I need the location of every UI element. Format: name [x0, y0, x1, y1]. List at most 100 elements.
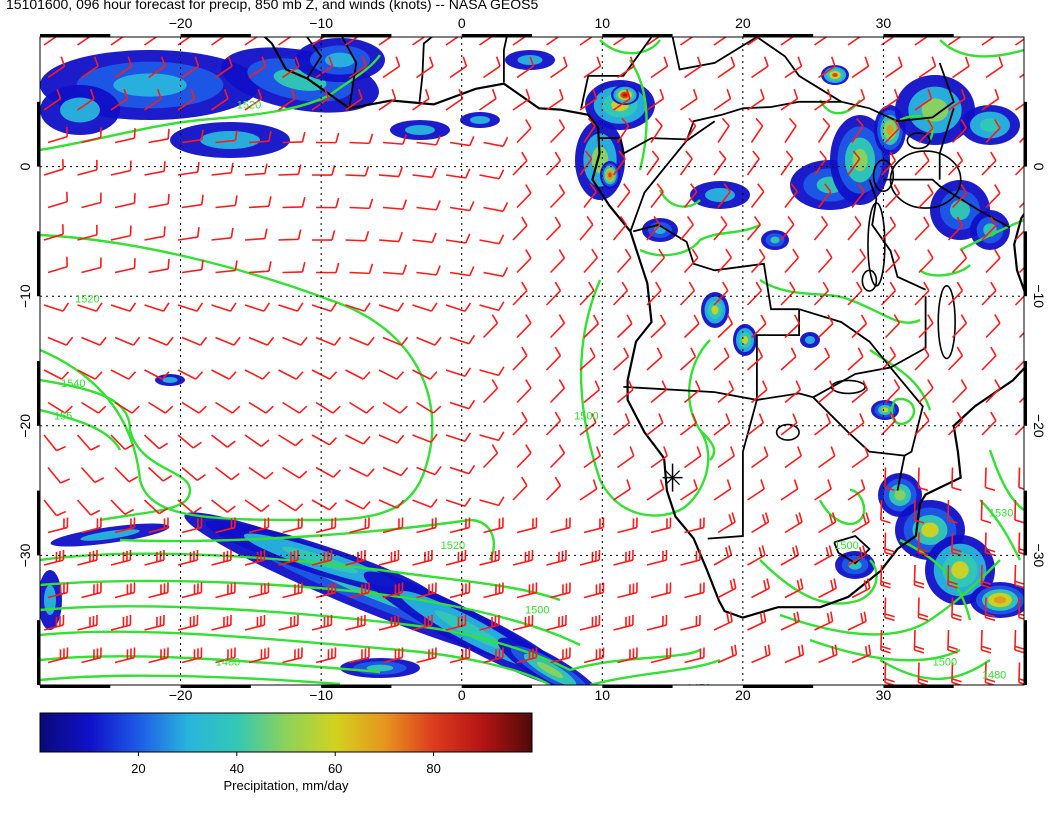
- wind-barb: [750, 380, 768, 404]
- wind-barb: [583, 446, 602, 469]
- colorbar-tick-label: 60: [328, 761, 342, 776]
- wind-barb: [77, 159, 98, 176]
- wind-barb: [617, 56, 635, 79]
- wind-barb: [751, 56, 769, 79]
- wind-barb: [81, 336, 107, 346]
- wind-barb: [984, 467, 996, 492]
- wind-barb: [579, 347, 596, 371]
- wind-barb: [244, 615, 266, 631]
- wind-barb: [981, 89, 1000, 111]
- wind-barb: [244, 550, 266, 566]
- height-contour: [869, 349, 932, 411]
- wind-barb: [612, 281, 629, 306]
- wind-barb: [412, 498, 438, 508]
- wind-barb: [684, 56, 702, 79]
- wind-barb: [416, 582, 437, 599]
- height-contour: [779, 559, 1001, 636]
- lon-tick-label-top: 0: [458, 15, 466, 31]
- wind-barb: [917, 597, 929, 622]
- coastline: [263, 37, 1024, 619]
- wind-barb: [516, 56, 535, 79]
- wind-barb: [47, 56, 66, 79]
- station-marker-icon: [662, 463, 683, 492]
- wind-barb: [114, 193, 136, 209]
- wind-barb: [144, 161, 166, 176]
- wind-barb: [248, 466, 274, 480]
- wind-barb: [378, 302, 405, 312]
- wind-barb: [382, 517, 404, 534]
- wind-barb: [416, 401, 442, 414]
- frame-segment: [1024, 490, 1027, 556]
- wind-barb: [717, 380, 735, 404]
- lake-outline: [872, 159, 895, 193]
- wind-barb: [545, 216, 562, 241]
- precip-cell: [40, 85, 120, 135]
- wind-barb: [516, 314, 532, 339]
- wind-barb: [244, 89, 263, 111]
- wind-barb: [713, 216, 728, 241]
- wind-barb: [817, 248, 833, 274]
- wind-barb: [818, 578, 838, 599]
- wind-barb: [479, 366, 505, 377]
- wind-barb: [345, 615, 366, 631]
- wind-barb: [311, 499, 337, 511]
- wind-barb: [646, 479, 665, 501]
- wind-barb: [650, 380, 668, 404]
- colorbar: 20 40 60 80 Precipitation, mm/day: [39, 712, 533, 793]
- wind-barb: [345, 369, 371, 380]
- wind-barb: [144, 615, 165, 631]
- wind-barb: [177, 89, 196, 111]
- wind-barb: [947, 216, 964, 241]
- precip-cell: [50, 523, 170, 547]
- wind-barb: [1018, 331, 1024, 339]
- contour-label: 1470: [687, 682, 711, 694]
- wind-barb: [43, 37, 58, 46]
- wind-barb: [948, 37, 962, 46]
- wind-barb: [914, 151, 930, 176]
- wind-barb: [679, 150, 693, 176]
- wind-barb: [211, 499, 236, 513]
- wind-barb: [278, 229, 302, 241]
- precip-cell: [155, 374, 185, 386]
- wind-barb: [717, 56, 736, 79]
- page-title: 15101600, 096 hour forecast for precip, …: [6, 0, 539, 12]
- wind-barb: [680, 550, 701, 566]
- wind-barb: [579, 550, 601, 566]
- wind-barb: [884, 532, 895, 557]
- wind-barb: [345, 89, 363, 111]
- wind-barb: [613, 89, 631, 111]
- colorbar-label: Precipitation, mm/day: [224, 778, 349, 793]
- wind-barb: [914, 281, 930, 306]
- wind-barb: [613, 615, 634, 631]
- wind-barb: [980, 564, 992, 589]
- wind-barb: [880, 564, 891, 589]
- lat-tick-label-left: 0: [17, 162, 33, 170]
- wind-barb: [646, 347, 663, 371]
- wind-barb: [851, 578, 871, 599]
- wind-barb: [549, 184, 566, 209]
- wind-barb: [445, 168, 471, 179]
- wind-barb: [349, 647, 370, 664]
- wind-barb: [1018, 266, 1024, 274]
- wind-barb: [918, 56, 937, 79]
- wind-barb: [244, 499, 270, 513]
- precip-cell: [690, 181, 750, 209]
- wind-barb: [43, 89, 62, 111]
- wind-barb: [545, 476, 562, 501]
- wind-barb: [311, 615, 333, 631]
- height-contour: [699, 429, 716, 461]
- axis-ticks: −20 −20 −10 −10 0 0 10 10 20 20 30 30 0 0 −10 −10 −20 −20…: [17, 15, 1047, 703]
- wind-barb: [412, 37, 426, 46]
- wind-barb: [713, 89, 732, 111]
- wind-barb: [77, 550, 98, 566]
- wind-barb: [378, 615, 400, 631]
- wind-barb: [479, 496, 505, 507]
- wind-barb: [479, 234, 505, 245]
- wind-barb: [382, 647, 404, 664]
- wind-barb: [951, 467, 962, 492]
- lon-tick-label-top: 10: [594, 15, 610, 31]
- country-border: [598, 137, 687, 155]
- wind-barb: [315, 466, 342, 478]
- wind-barb: [680, 37, 694, 46]
- wind-barb: [617, 446, 635, 469]
